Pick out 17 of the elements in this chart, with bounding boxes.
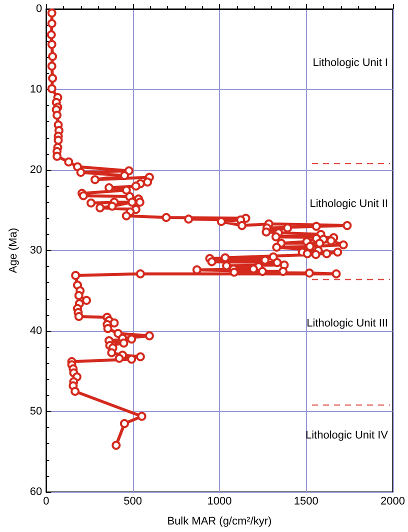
y-tick-label: 60: [30, 486, 42, 498]
y-axis-title: Age (Ma): [8, 228, 20, 274]
x-tick-label: 2000: [380, 496, 406, 508]
y-tick-label: 10: [30, 84, 42, 96]
y-tick-label: 30: [30, 244, 42, 256]
x-tick-label: 500: [124, 496, 142, 508]
x-axis-title: Bulk MAR (g/cm²/kyr): [167, 516, 272, 528]
annotation: Lithologic Unit II: [310, 198, 388, 210]
annotation: Lithologic Unit IV: [305, 429, 389, 442]
y-tick-label: 20: [30, 164, 42, 176]
annotation: Lithologic Unit III: [306, 317, 388, 330]
x-tick-label: 1000: [207, 496, 232, 508]
annotation: Lithologic Unit I: [312, 57, 388, 70]
y-tick-label: 40: [30, 325, 42, 337]
y-tick-label: 0: [36, 3, 42, 15]
y-tick-label: 50: [30, 406, 42, 418]
x-tick-label: 1500: [294, 496, 318, 508]
